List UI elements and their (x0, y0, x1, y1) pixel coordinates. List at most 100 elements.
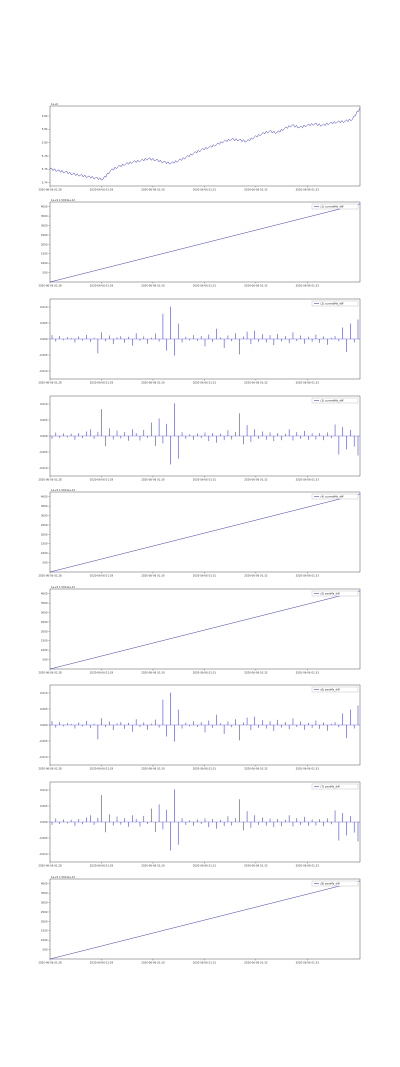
y-tick-label: -0.005 (39, 836, 48, 840)
y-tick-label: 4000 (41, 205, 48, 209)
legend-label: (2) currentMs_diff (321, 302, 344, 306)
x-tick-label: 2020-06-06 01:30 (141, 284, 165, 288)
x-tick-label: 2020-06-06 01:31 (193, 381, 217, 385)
x-tick-label: 2020-06-06 01:28 (38, 381, 62, 385)
y-tick-label: 5.82 (42, 127, 48, 131)
chart-panel: 500 1000 1500 2000 2500 3000 3500 4000 2020-06-0… (38, 488, 361, 578)
y-tick-label: 3500 (41, 214, 48, 218)
x-tick-label: 2020-06-06 01:31 (193, 671, 217, 675)
y-tick-label: 4000 (41, 882, 48, 886)
y-tick-label: 5.80 (42, 141, 48, 145)
x-tick-label: 2020-06-06 01:32 (244, 864, 268, 868)
y-tick-label: 3000 (41, 223, 48, 227)
y-tick-label: 0.000 (40, 337, 48, 341)
legend-box (311, 300, 359, 307)
chart-panel: -0.010 -0.005 0.000 0.005 0.010 2020-06-06 01… (38, 684, 361, 771)
legend-label: (3) currentMs_diff (321, 399, 344, 403)
y-tick-label: 2500 (41, 523, 48, 527)
y-tick-label: 1500 (41, 929, 48, 933)
series-line (49, 493, 361, 573)
y-tick-label: 2500 (41, 233, 48, 237)
y-tick-label: 2500 (41, 620, 48, 624)
x-tick-label: 2020-06-06 01:28 (38, 767, 62, 771)
x-tick-label: 2020-06-06 01:32 (244, 767, 268, 771)
x-tick-label: 2020-06-06 01:29 (90, 381, 114, 385)
chart-panel: 500 1000 1500 2000 2500 3000 3500 4000 2020-06-0… (38, 198, 361, 288)
y-tick-label: 0.005 (40, 707, 48, 711)
y-tick-label: -0.005 (39, 739, 48, 743)
y-tick-label: 2500 (41, 910, 48, 914)
y-tick-label: -0.010 (39, 852, 48, 856)
y-tick-label: 4000 (41, 495, 48, 499)
x-tick-label: 2020-06-06 01:33 (296, 478, 320, 482)
x-tick-label: 2020-06-06 01:28 (38, 671, 62, 675)
x-tick-label: 2020-06-06 01:28 (38, 478, 62, 482)
y-tick-label: 1500 (41, 542, 48, 546)
y-tick-label: 0.010 (40, 305, 48, 309)
chart-svg: -0.010 -0.005 0.000 0.005 0.010 2020-06-06 01… (38, 298, 361, 385)
x-tick-label: 2020-06-06 01:29 (90, 188, 114, 192)
legend-label: (4) currentMs_diff (321, 495, 344, 499)
x-tick-label: 2020-06-06 01:32 (244, 381, 268, 385)
x-tick-label: 2020-06-06 01:31 (193, 767, 217, 771)
y-tick-label: 2000 (41, 532, 48, 536)
axis-offset-note: 1e+9 1.5914e+12 (51, 585, 75, 589)
y-tick-label: 3000 (41, 900, 48, 904)
x-tick-label: 2020-06-06 01:31 (193, 574, 217, 578)
x-tick-label: 2020-06-06 01:32 (244, 284, 268, 288)
y-tick-label: 5.78 (42, 154, 48, 158)
x-tick-label: 2020-06-06 01:30 (141, 961, 165, 965)
chart-svg: 500 1000 1500 2000 2500 3000 3500 4000 2020-06-0… (38, 198, 361, 288)
y-tick-label: 1000 (41, 261, 48, 265)
y-tick-label: 3000 (41, 513, 48, 517)
x-tick-label: 2020-06-06 01:31 (193, 188, 217, 192)
chart-svg: 500 1000 1500 2000 2500 3000 3500 4000 2020-06-0… (38, 488, 361, 578)
y-tick-label: -0.010 (39, 755, 48, 759)
y-tick-label: 2000 (41, 919, 48, 923)
chart-panel: -0.010 -0.005 0.000 0.005 0.010 2020-06-06 01… (38, 298, 361, 385)
x-tick-label: 2020-06-06 01:32 (244, 961, 268, 965)
axis-offset-note: 1e+9 1.5914e+12 (51, 488, 75, 492)
y-tick-label: 1000 (41, 938, 48, 942)
x-tick-label: 2020-06-06 01:29 (90, 478, 114, 482)
legend-box (311, 203, 359, 210)
x-tick-label: 2020-06-06 01:30 (141, 671, 165, 675)
y-tick-label: 0.005 (40, 321, 48, 325)
series-line (49, 880, 361, 960)
x-tick-label: 2020-06-06 01:30 (141, 478, 165, 482)
legend-label: (1) currentMs_diff (321, 205, 344, 209)
x-tick-label: 2020-06-06 01:29 (90, 961, 114, 965)
series-line (49, 590, 361, 670)
y-tick-label: 0.010 (40, 788, 48, 792)
chart-svg: 5.74 5.76 5.78 5.80 5.82 5.84 2020-06-06 01:28… (38, 102, 361, 192)
y-tick-label: 0.010 (40, 691, 48, 695)
plot-frame (49, 878, 361, 960)
series-line (49, 107, 361, 181)
x-tick-label: 2020-06-06 01:29 (90, 284, 114, 288)
chart-panel: 500 1000 1500 2000 2500 3000 3500 4000 2020-06-0… (38, 875, 361, 965)
x-tick-label: 2020-06-06 01:31 (193, 284, 217, 288)
y-tick-label: -0.010 (39, 369, 48, 373)
series-line (49, 203, 361, 283)
x-tick-label: 2020-06-06 01:28 (38, 574, 62, 578)
chart-panel: 500 1000 1500 2000 2500 3000 3500 4000 2020-06-0… (38, 585, 361, 675)
x-tick-label: 2020-06-06 01:32 (244, 188, 268, 192)
y-tick-label: 3000 (41, 610, 48, 614)
x-tick-label: 2020-06-06 01:29 (90, 864, 114, 868)
y-tick-label: 1500 (41, 639, 48, 643)
legend-box (311, 590, 359, 597)
legend-box (311, 686, 359, 693)
legend-label: (7) zeroMs_diff (321, 785, 340, 789)
x-tick-label: 2020-06-06 01:29 (90, 574, 114, 578)
y-tick-label: 0.000 (40, 723, 48, 727)
axis-offset-note: 1e+9 1.5914e+12 (51, 875, 75, 879)
y-tick-label: -0.005 (39, 450, 48, 454)
y-tick-label: 2000 (41, 629, 48, 633)
y-tick-label: 5.74 (42, 181, 48, 185)
plot-frame (49, 201, 361, 283)
y-tick-label: 0.000 (40, 434, 48, 438)
legend-box (311, 397, 359, 404)
chart-panel: -0.010 -0.005 0.000 0.005 0.010 2020-06-06 01… (38, 395, 361, 482)
x-tick-label: 2020-06-06 01:33 (296, 284, 320, 288)
x-tick-label: 2020-06-06 01:31 (193, 478, 217, 482)
